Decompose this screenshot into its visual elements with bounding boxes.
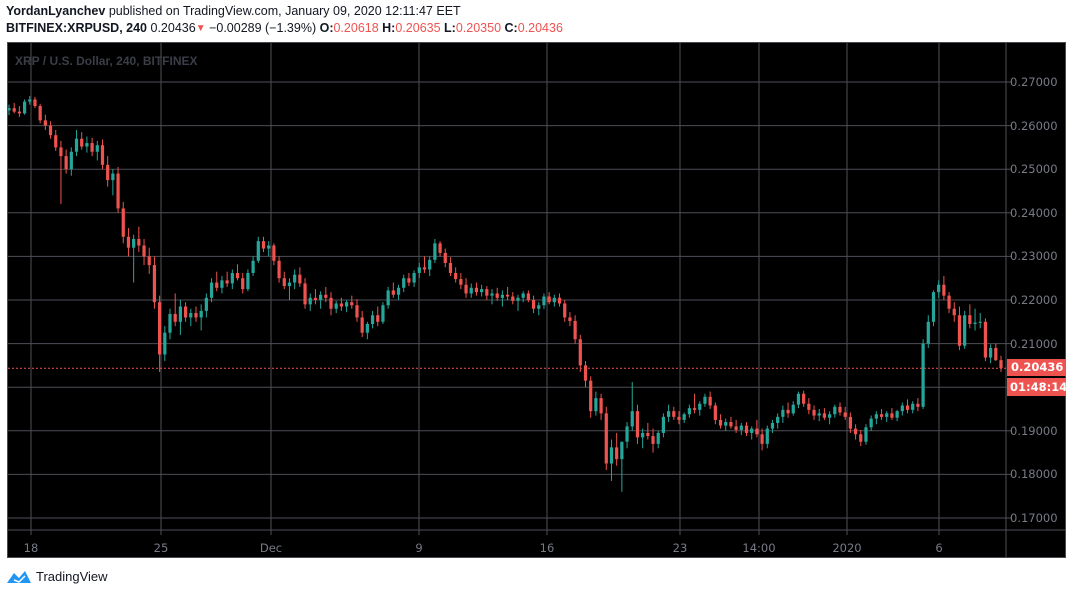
price-tick-label: 0.19000 xyxy=(1010,423,1058,438)
publish-info: YordanLyanchev published on TradingView.… xyxy=(6,4,461,18)
time-tick-label: 23 xyxy=(672,541,688,555)
price-tick-label: 0.24000 xyxy=(1010,205,1058,220)
footer-brand[interactable]: TradingView xyxy=(6,568,108,584)
close-label: C: xyxy=(504,21,518,35)
time-tick-label: 16 xyxy=(539,541,555,555)
candlestick-chart[interactable] xyxy=(8,43,1065,557)
time-tick-label: 9 xyxy=(415,541,423,555)
open-label: O: xyxy=(319,21,334,35)
price-tick-label: 0.26000 xyxy=(1010,118,1058,133)
price-tick-label: 0.22000 xyxy=(1010,293,1058,307)
close-value: 0.20436 xyxy=(517,21,563,35)
time-tick-label: 14:00 xyxy=(742,541,776,555)
triangle-down-icon: ▼ xyxy=(195,23,206,34)
price-tick-label: 0.21000 xyxy=(1010,336,1058,351)
bar-countdown-label: 01:48:14 xyxy=(1007,378,1067,396)
price-tick-label: 0.23000 xyxy=(1010,249,1058,264)
symbol-label: BITFINEX:XRPUSD, 240 xyxy=(6,21,148,35)
price-tick-label: 0.25000 xyxy=(1010,162,1058,177)
chart-watermark: XRP / U.S. Dollar, 240, BITFINEX xyxy=(15,54,198,68)
last-price-label: 0.20436 xyxy=(1007,359,1066,376)
high-value: 0.20635 xyxy=(395,21,441,35)
high-label: H: xyxy=(382,21,396,35)
symbol-info: BITFINEX:XRPUSD, 240 0.20436▼ −0.00289 (… xyxy=(6,21,563,35)
author-name[interactable]: YordanLyanchev xyxy=(6,4,106,18)
time-tick-label: 2020 xyxy=(832,541,862,555)
price-tick-label: 0.17000 xyxy=(1010,511,1058,525)
change-value: −0.00289 (−1.39%) xyxy=(209,21,317,35)
low-label: L: xyxy=(444,21,456,35)
brand-name: TradingView xyxy=(36,568,108,584)
chart-panel[interactable]: XRP / U.S. Dollar, 240, BITFINEX 0.27000… xyxy=(7,42,1067,558)
low-value: 0.20350 xyxy=(455,21,502,35)
time-tick-label: 6 xyxy=(935,541,943,555)
last-value: 0.20436 xyxy=(150,21,196,35)
time-tick-label: Dec xyxy=(259,541,283,555)
open-value: 0.20618 xyxy=(333,21,379,35)
tradingview-cloud-icon xyxy=(7,571,31,583)
time-tick-label: 18 xyxy=(23,541,39,555)
published-text: published on TradingView.com, January 09… xyxy=(105,4,461,18)
price-tick-label: 0.18000 xyxy=(1010,467,1058,482)
time-tick-label: 25 xyxy=(153,541,169,555)
price-tick-label: 0.27000 xyxy=(1010,75,1058,89)
